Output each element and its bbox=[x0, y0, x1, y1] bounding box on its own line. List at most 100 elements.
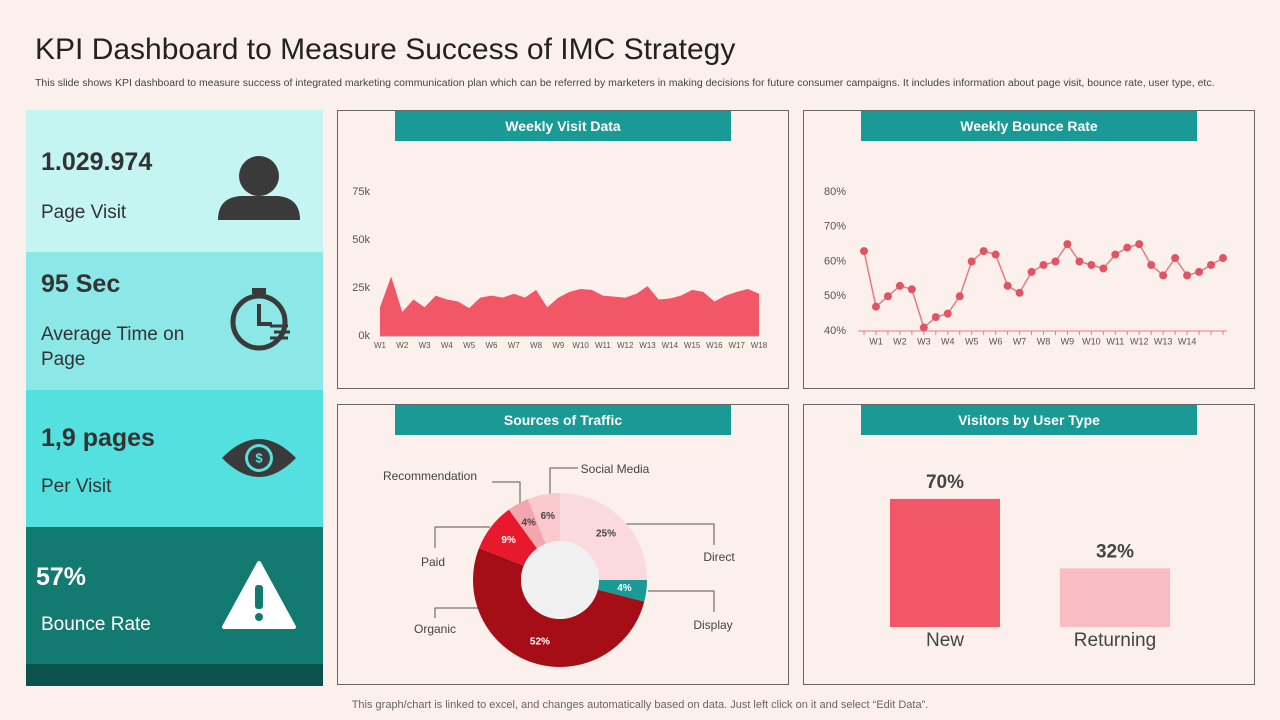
marker bbox=[907, 285, 916, 294]
kpi-value: 57% bbox=[36, 563, 87, 591]
y-tick-label: 80% bbox=[824, 186, 846, 198]
kpi-card: 57% Bounce Rate bbox=[26, 527, 323, 664]
marker bbox=[1027, 267, 1036, 276]
marker bbox=[1147, 260, 1156, 269]
x-tick-label: W2 bbox=[396, 341, 409, 350]
x-tick-label: W16 bbox=[706, 341, 723, 350]
x-tick-label: W4 bbox=[941, 336, 955, 346]
eye-icon: $ bbox=[222, 439, 296, 477]
marker bbox=[931, 313, 940, 322]
x-tick-label: W7 bbox=[508, 341, 521, 350]
value-label: 70% bbox=[926, 472, 964, 493]
x-tick-label: W17 bbox=[728, 341, 745, 350]
x-tick-label: W14 bbox=[662, 341, 679, 350]
marker bbox=[1063, 240, 1072, 249]
donut-hole bbox=[521, 541, 599, 619]
category-label: Social Media bbox=[581, 462, 650, 476]
x-tick-label: W12 bbox=[1130, 336, 1149, 346]
bar bbox=[1060, 568, 1170, 627]
donut-slice bbox=[479, 509, 538, 566]
donut-slice bbox=[560, 493, 647, 580]
panel bbox=[803, 404, 1255, 685]
marker bbox=[1219, 254, 1227, 263]
kpi-card: 1,9 pages Per Visit $ bbox=[26, 390, 323, 527]
chart-title: Weekly Bounce Rate bbox=[861, 111, 1197, 141]
subtitle: This slide shows KPI dashboard to measur… bbox=[35, 77, 1215, 89]
donut-slice bbox=[472, 547, 645, 668]
marker bbox=[1051, 257, 1060, 266]
y-tick-label: 75k bbox=[352, 186, 370, 198]
y-tick-label: 25k bbox=[352, 282, 370, 294]
x-tick-label: W8 bbox=[530, 341, 543, 350]
chart-title: Weekly Visit Data bbox=[395, 111, 731, 141]
marker bbox=[1099, 264, 1108, 273]
y-tick-label: 50k bbox=[352, 234, 370, 246]
marker bbox=[991, 250, 1000, 259]
y-tick-label: 50% bbox=[824, 290, 846, 302]
kpi-label: Average Time on Page bbox=[41, 324, 185, 370]
x-tick-label: W11 bbox=[595, 341, 611, 350]
category-label: Direct bbox=[703, 550, 735, 564]
person-icon bbox=[218, 156, 300, 220]
value-label: 32% bbox=[1096, 541, 1134, 562]
leader-lines bbox=[434, 467, 715, 618]
value-label: 25% bbox=[596, 529, 616, 540]
x-tick-label: W2 bbox=[893, 336, 907, 346]
area bbox=[380, 276, 759, 336]
chart-title: Sources of Traffic bbox=[395, 405, 731, 435]
marker bbox=[1003, 281, 1012, 290]
x-tick-label: W9 bbox=[1061, 336, 1075, 346]
kpi-value: 1,9 pages bbox=[41, 424, 155, 452]
x-tick-label: W10 bbox=[572, 341, 589, 350]
marker bbox=[1087, 260, 1096, 269]
x-tick-label: W5 bbox=[965, 336, 979, 346]
x-tick-label: W3 bbox=[917, 336, 931, 346]
marker bbox=[1123, 243, 1132, 252]
y-tick-label: 0k bbox=[358, 330, 370, 342]
x-tick-label: W10 bbox=[1082, 336, 1101, 346]
x-tick-label: W7 bbox=[1013, 336, 1027, 346]
panel bbox=[337, 404, 789, 685]
category-label: Paid bbox=[421, 555, 445, 569]
x-tick-label: W13 bbox=[639, 341, 656, 350]
y-tick-label: 60% bbox=[824, 255, 846, 267]
warning-icon bbox=[222, 561, 296, 629]
x-tick-label: W15 bbox=[684, 341, 701, 350]
donut-slice bbox=[597, 580, 647, 602]
marker bbox=[919, 323, 928, 332]
x-tick-label: W14 bbox=[1178, 336, 1197, 346]
marker bbox=[1171, 254, 1180, 263]
kpi-card: 95 Sec Average Time on Page bbox=[26, 252, 323, 390]
marker bbox=[955, 292, 964, 301]
marker bbox=[1075, 257, 1084, 266]
value-label: 9% bbox=[501, 535, 516, 546]
value-label: 52% bbox=[530, 636, 550, 647]
category-label: Organic bbox=[414, 622, 456, 636]
marker bbox=[883, 292, 892, 301]
category-label: New bbox=[926, 630, 964, 651]
line bbox=[863, 242, 1224, 329]
marker bbox=[860, 247, 868, 256]
kpi-strip bbox=[26, 664, 323, 686]
marker bbox=[1015, 288, 1024, 297]
x-tick-label: W3 bbox=[419, 341, 432, 350]
marker bbox=[1135, 240, 1144, 249]
x-tick-label: W9 bbox=[552, 341, 565, 350]
kpi-label: Per Visit bbox=[41, 476, 112, 497]
panel bbox=[803, 110, 1255, 389]
kpi-value: 1.029.974 bbox=[41, 148, 153, 176]
x-tick-label: W6 bbox=[989, 336, 1003, 346]
chart-title: Visitors by User Type bbox=[861, 405, 1197, 435]
category-label: Display bbox=[693, 618, 732, 632]
kpi-card: 1.029.974 Page Visit bbox=[26, 110, 323, 252]
value-label: 6% bbox=[541, 511, 556, 522]
x-tick-label: W11 bbox=[1106, 336, 1124, 346]
value-label: 4% bbox=[617, 583, 632, 594]
x-tick-label: W4 bbox=[441, 341, 454, 350]
x-tick-label: W8 bbox=[1037, 336, 1051, 346]
x-tick-label: W18 bbox=[751, 341, 768, 350]
x-tick-label: W12 bbox=[617, 341, 634, 350]
x-tick-label: W1 bbox=[869, 336, 883, 346]
bar bbox=[890, 498, 1000, 627]
